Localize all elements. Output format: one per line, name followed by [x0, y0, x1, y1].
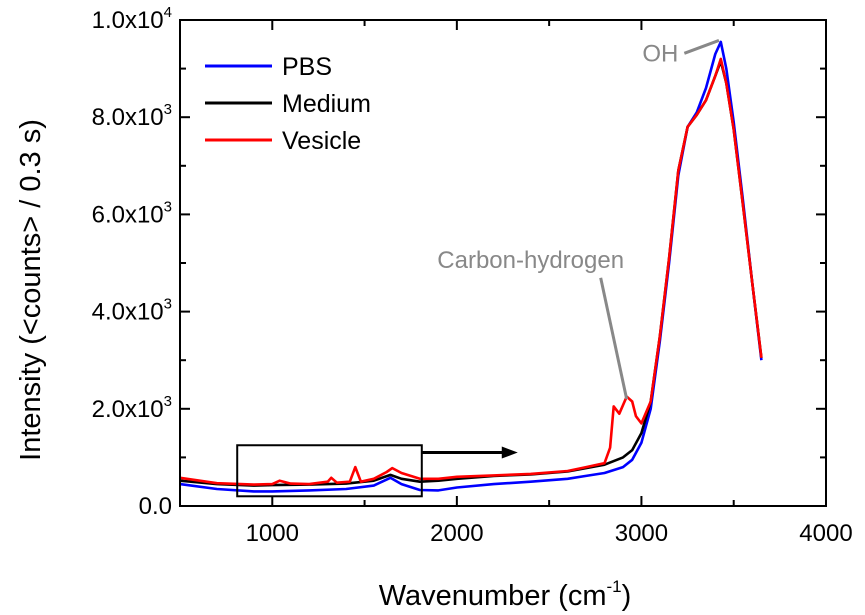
annotation-label: OH	[642, 40, 678, 67]
y-tick-label: 8.0x103	[92, 101, 172, 131]
legend-label: PBS	[282, 53, 332, 81]
x-axis-label: Wavenumber (cm-1)	[379, 577, 632, 612]
series-line-pbs	[179, 40, 763, 493]
x-axis-label-main: Wavenumber (cm	[379, 580, 607, 612]
annotation-label: Carbon-hydrogen	[437, 247, 624, 274]
y-tick-label: 1.0x104	[92, 4, 172, 34]
series-layer	[179, 40, 763, 493]
tick-layer: 1000 2000 3000 4000 0.0 2.0x103 4.0x103 6.0x103…	[92, 4, 853, 547]
y-tick-label: 0.0	[139, 493, 172, 520]
y-axis-label: Intensity (<counts> / 0.3 s)	[15, 119, 47, 461]
plot-frame	[179, 19, 827, 507]
x-axis-label-superscript: -1	[606, 577, 621, 596]
inset-region-box	[236, 444, 423, 498]
x-tick-label: 1000	[246, 520, 299, 547]
y-tick-label: 2.0x103	[92, 393, 172, 423]
x-tick-label: 2000	[430, 520, 483, 547]
x-tick-label: 4000	[799, 520, 852, 547]
annotation-layer: OH Carbon-hydrogen	[236, 39, 720, 498]
x-tick-label: 3000	[615, 520, 668, 547]
series-line-vesicle	[179, 57, 763, 486]
y-tick-label: 4.0x103	[92, 296, 172, 326]
legend: PBS Medium Vesicle	[205, 53, 371, 155]
legend-label: Vesicle	[282, 127, 361, 155]
inset-arrow-head	[501, 446, 518, 459]
annotation-pointer	[683, 39, 720, 55]
legend-label: Medium	[282, 90, 371, 118]
annotation-pointer	[599, 277, 629, 400]
y-tick-label: 6.0x103	[92, 198, 172, 228]
x-axis-label-end: )	[622, 580, 632, 612]
